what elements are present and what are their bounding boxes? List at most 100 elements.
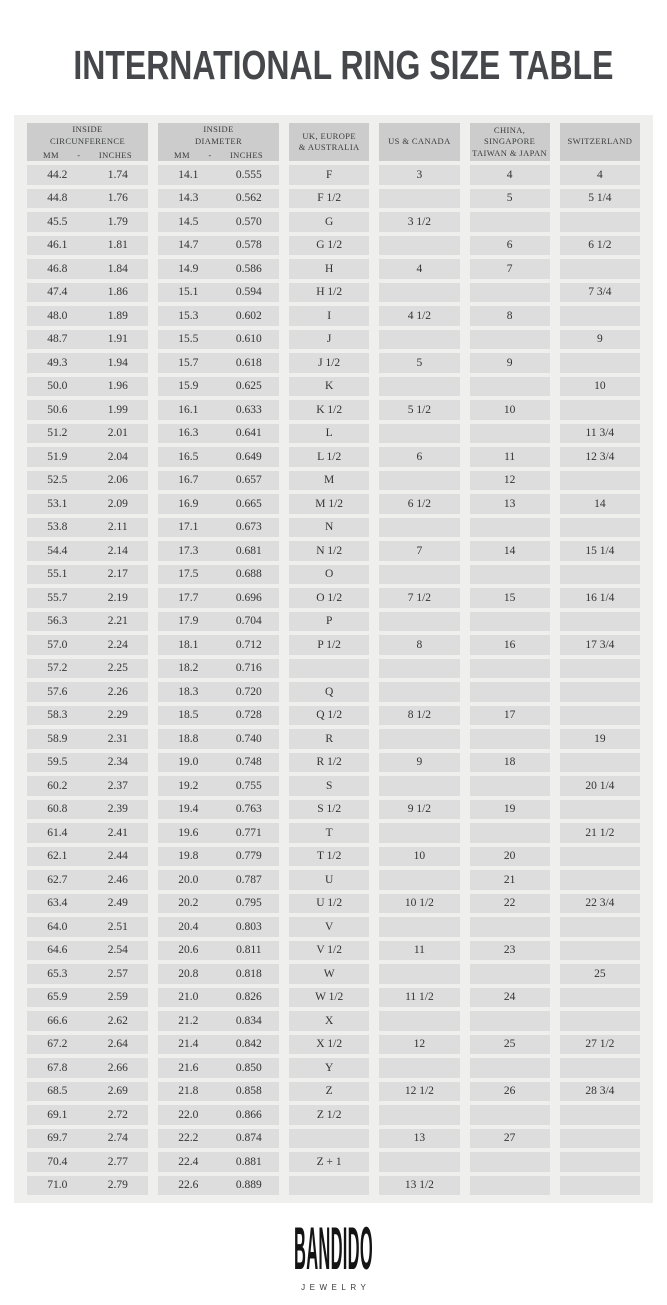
cell-us-canada <box>379 470 460 490</box>
cell-circumference: 46.1 1.81 <box>27 235 149 255</box>
table-row: 58.3 2.29 18.5 0.728 Q 1/2 8 1/2 17 <box>27 705 640 725</box>
cell-diameter: 16.7 0.657 <box>158 470 280 490</box>
table-row: 50.0 1.96 15.9 0.625 K 10 <box>27 376 640 396</box>
table-row: 65.3 2.57 20.8 0.818 W 25 <box>27 964 640 984</box>
cell-china-singapore-taiwan-japan <box>469 1152 550 1172</box>
cell-circumference: 53.8 2.11 <box>27 517 149 537</box>
table-row: 57.2 2.25 18.2 0.716 <box>27 658 640 678</box>
cell-switzerland: 11 3/4 <box>559 423 640 443</box>
cell-us-canada <box>379 870 460 890</box>
cell-china-singapore-taiwan-japan: 12 <box>469 470 550 490</box>
cell-diameter: 21.6 0.850 <box>158 1058 280 1078</box>
cell-china-singapore-taiwan-japan <box>469 212 550 232</box>
cell-china-singapore-taiwan-japan <box>469 1105 550 1125</box>
table-row: 44.8 1.76 14.3 0.562 F 1/2 5 5 1/4 <box>27 188 640 208</box>
cell-uk-europe-australia: M <box>289 470 370 490</box>
cell-us-canada: 4 1/2 <box>379 306 460 326</box>
cell-uk-europe-australia: T 1/2 <box>289 846 370 866</box>
cell-switzerland: 16 1/4 <box>559 588 640 608</box>
cell-circumference: 68.5 2.69 <box>27 1081 149 1101</box>
cell-china-singapore-taiwan-japan: 5 <box>469 188 550 208</box>
cell-uk-europe-australia <box>289 658 370 678</box>
brand-footer: BANDIDO JEWELRY <box>0 1220 667 1292</box>
cell-switzerland <box>559 917 640 937</box>
cell-uk-europe-australia <box>289 1128 370 1148</box>
cell-circumference: 57.2 2.25 <box>27 658 149 678</box>
cell-china-singapore-taiwan-japan: 18 <box>469 752 550 772</box>
cell-switzerland <box>559 987 640 1007</box>
table-row: 49.3 1.94 15.7 0.618 J 1/2 5 9 <box>27 353 640 373</box>
cell-uk-europe-australia: H <box>289 259 370 279</box>
cell-diameter: 17.3 0.681 <box>158 541 280 561</box>
cell-uk-europe-australia: L 1/2 <box>289 447 370 467</box>
cell-switzerland: 7 3/4 <box>559 282 640 302</box>
cell-china-singapore-taiwan-japan: 14 <box>469 541 550 561</box>
cell-china-singapore-taiwan-japan <box>469 729 550 749</box>
table-row: 48.7 1.91 15.5 0.610 J 9 <box>27 329 640 349</box>
column-title: INSIDE CIRCUNFERENCE <box>49 124 126 146</box>
cell-diameter: 19.0 0.748 <box>158 752 280 772</box>
cell-circumference: 66.6 2.62 <box>27 1011 149 1031</box>
cell-china-singapore-taiwan-japan: 25 <box>469 1034 550 1054</box>
cell-circumference: 48.7 1.91 <box>27 329 149 349</box>
cell-uk-europe-australia: Y <box>289 1058 370 1078</box>
cell-china-singapore-taiwan-japan: 22 <box>469 893 550 913</box>
cell-switzerland <box>559 846 640 866</box>
table-row: 54.4 2.14 17.3 0.681 N 1/2 7 14 15 1/4 <box>27 541 640 561</box>
cell-us-canada: 6 1/2 <box>379 494 460 514</box>
cell-us-canada <box>379 964 460 984</box>
cell-diameter: 14.1 0.555 <box>158 165 280 185</box>
cell-circumference: 62.7 2.46 <box>27 870 149 890</box>
cell-switzerland <box>559 752 640 772</box>
cell-switzerland: 21 1/2 <box>559 823 640 843</box>
cell-circumference: 60.8 2.39 <box>27 799 149 819</box>
table-row: 67.2 2.64 21.4 0.842 X 1/2 12 25 27 1/2 <box>27 1034 640 1054</box>
brand-logo: BANDIDO <box>294 1217 373 1283</box>
column-title: CHINA, SINGAPORE TAIWAN & JAPAN <box>472 125 548 158</box>
cell-diameter: 15.3 0.602 <box>158 306 280 326</box>
cell-china-singapore-taiwan-japan <box>469 1058 550 1078</box>
cell-switzerland: 28 3/4 <box>559 1081 640 1101</box>
cell-uk-europe-australia: W <box>289 964 370 984</box>
cell-uk-europe-australia: S <box>289 776 370 796</box>
cell-china-singapore-taiwan-japan <box>469 682 550 702</box>
cell-circumference: 65.9 2.59 <box>27 987 149 1007</box>
cell-uk-europe-australia: P 1/2 <box>289 635 370 655</box>
cell-switzerland <box>559 658 640 678</box>
cell-diameter: 19.4 0.763 <box>158 799 280 819</box>
cell-uk-europe-australia: Q <box>289 682 370 702</box>
cell-uk-europe-australia: M 1/2 <box>289 494 370 514</box>
cell-diameter: 17.9 0.704 <box>158 611 280 631</box>
cell-circumference: 51.9 2.04 <box>27 447 149 467</box>
cell-us-canada: 12 1/2 <box>379 1081 460 1101</box>
cell-us-canada <box>379 776 460 796</box>
table-row: 62.7 2.46 20.0 0.787 U 21 <box>27 870 640 890</box>
ring-size-table-grid: INSIDE CIRCUNFERENCE MM - INCHES INSIDE DIAMET… <box>17 119 650 1199</box>
cell-uk-europe-australia: V <box>289 917 370 937</box>
cell-switzerland: 22 3/4 <box>559 893 640 913</box>
cell-diameter: 18.5 0.728 <box>158 705 280 725</box>
cell-china-singapore-taiwan-japan: 19 <box>469 799 550 819</box>
cell-circumference: 63.4 2.49 <box>27 893 149 913</box>
cell-us-canada <box>379 917 460 937</box>
cell-switzerland <box>559 259 640 279</box>
cell-uk-europe-australia: X <box>289 1011 370 1031</box>
table-row: 70.4 2.77 22.4 0.881 Z + 1 <box>27 1152 640 1172</box>
cell-circumference: 64.0 2.51 <box>27 917 149 937</box>
cell-china-singapore-taiwan-japan: 21 <box>469 870 550 890</box>
cell-us-canada <box>379 1011 460 1031</box>
cell-us-canada: 13 1/2 <box>379 1175 460 1195</box>
cell-circumference: 54.4 2.14 <box>27 541 149 561</box>
cell-diameter: 20.8 0.818 <box>158 964 280 984</box>
cell-diameter: 16.9 0.665 <box>158 494 280 514</box>
cell-uk-europe-australia: W 1/2 <box>289 987 370 1007</box>
table-row: 69.7 2.74 22.2 0.874 13 27 <box>27 1128 640 1148</box>
cell-circumference: 50.0 1.96 <box>27 376 149 396</box>
cell-china-singapore-taiwan-japan <box>469 917 550 937</box>
cell-circumference: 44.8 1.76 <box>27 188 149 208</box>
cell-diameter: 20.6 0.811 <box>158 940 280 960</box>
cell-switzerland <box>559 212 640 232</box>
cell-circumference: 55.1 2.17 <box>27 564 149 584</box>
column-title: UK, EUROPE & AUSTRALIA <box>298 130 360 152</box>
cell-switzerland <box>559 1128 640 1148</box>
